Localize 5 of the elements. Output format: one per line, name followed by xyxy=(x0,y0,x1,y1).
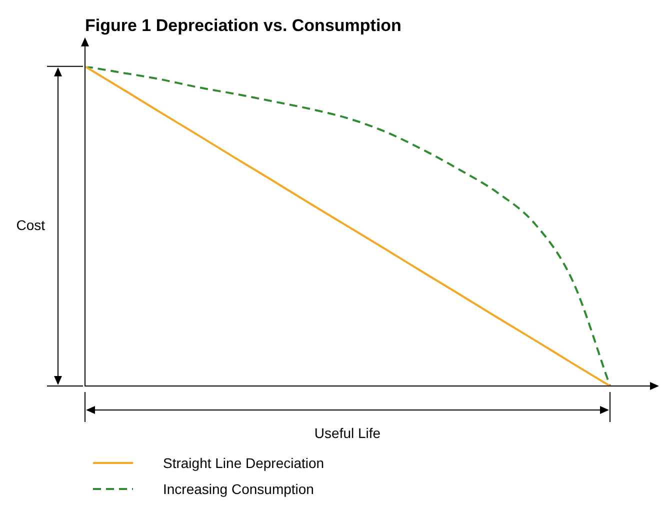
text: Useful Life xyxy=(314,424,381,441)
chart-title: Figure 1 Depreciation vs. Consumption xyxy=(85,16,402,35)
text: Cost xyxy=(16,217,46,234)
legend-label: Straight Line Depreciation xyxy=(163,455,324,471)
legend-label: Increasing Consumption xyxy=(163,481,314,497)
